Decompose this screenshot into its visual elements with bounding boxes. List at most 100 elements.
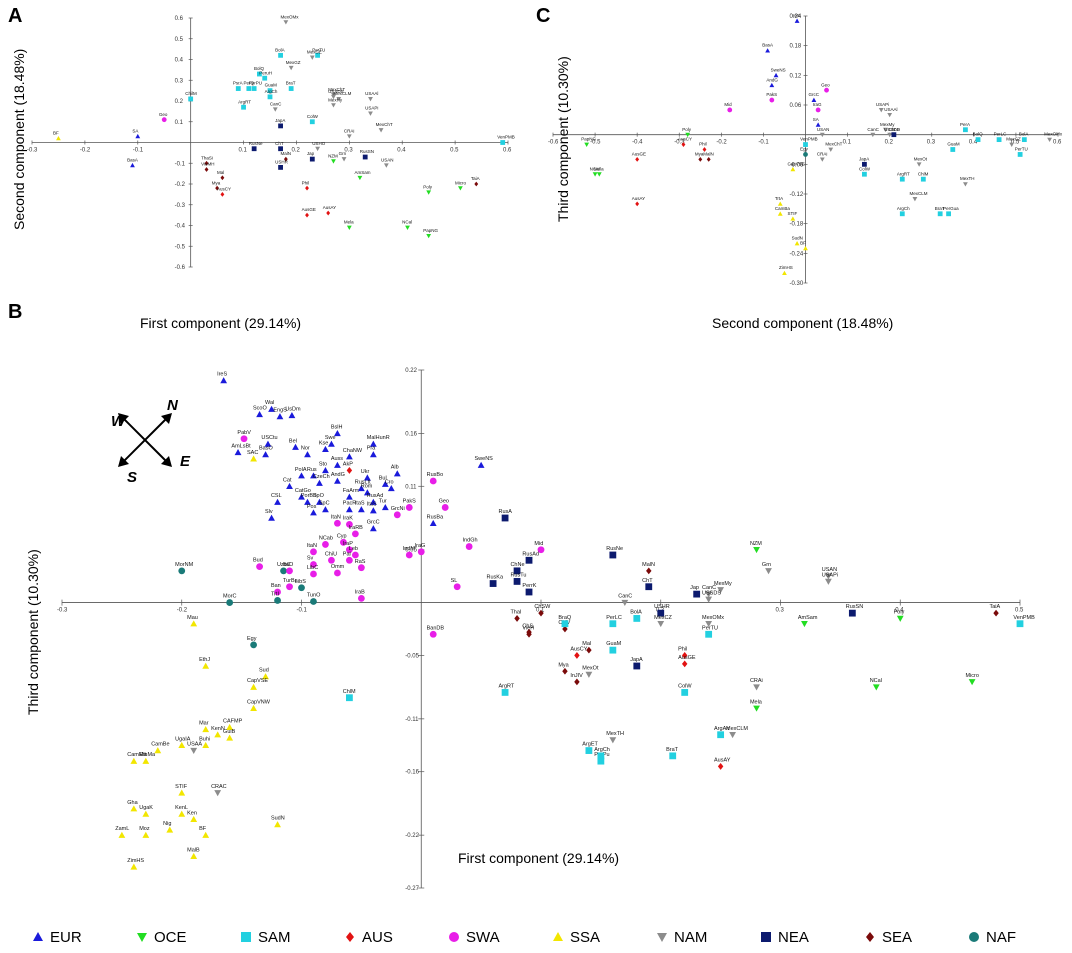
panel-a-point-aus (305, 212, 309, 218)
panel-b-point-ssa (262, 673, 269, 680)
panel-b-point-eur (369, 498, 377, 505)
panel-c-point-nam (819, 132, 825, 138)
panel-b-point-naf (178, 567, 186, 575)
panel-c-point-label: MexCLM (910, 191, 928, 196)
panel-b-point-label: PerTU (702, 625, 718, 631)
panel-a-point-label: ChilM (185, 91, 197, 96)
panel-b-point-label: BolA (630, 610, 642, 616)
panel-c-point-sam (1017, 152, 1023, 157)
panel-c-point-eur (769, 82, 775, 88)
panel-b-point-label: BF (199, 826, 207, 832)
panel-b-point-swa (310, 570, 317, 578)
panel-b-point-label: TurBa (283, 578, 299, 584)
panel-c-point-swa (815, 107, 821, 113)
panel-a-xtick-label: 0.1 (239, 148, 248, 154)
panel-b-point-sam (597, 752, 605, 760)
panel-b-point-nea (693, 590, 701, 598)
legend-label-sam: SAM (258, 929, 291, 946)
panel-a-point-label: AmSam (355, 170, 371, 175)
panel-a-point-label: USSDS (328, 89, 344, 94)
panel-b-point-swa (429, 477, 437, 485)
panel-b-point-label: CamBe (151, 742, 169, 748)
panel-a-point-label: PeruH (259, 70, 272, 75)
panel-b-point-label: GuaM (606, 641, 621, 647)
panel-b-point-eur (322, 445, 329, 453)
panel-b-xlabel: First component (29.14%) (458, 850, 619, 866)
panel-b-point-label: CAFMP (223, 718, 243, 724)
panel-b-point-eur (387, 485, 395, 492)
panel-b-point-label: IraB (355, 589, 365, 595)
panel-a-point-label: PapNG (423, 228, 438, 233)
panel-b-point-label: VieH (522, 625, 534, 631)
legend-label-oce: OCE (154, 929, 187, 946)
panel-b-point-naf (250, 641, 257, 649)
panel-b-point-label: Rom (361, 484, 373, 490)
panel-b-point-swa (453, 583, 461, 591)
panel-b-point-label: RusBa (427, 514, 444, 520)
panel-a-xtick-label: -0.3 (27, 148, 38, 154)
panel-c-point-ssa (794, 241, 800, 246)
panel-b-point-ssa (130, 757, 138, 764)
panel-b-point-eur (288, 412, 296, 419)
panel-b-point-eur (334, 430, 341, 437)
panel-b-point-label: CapVSE (247, 678, 268, 684)
panel-c-point-label: NCal (590, 166, 600, 171)
panel-a-ytick-label: -0.3 (175, 203, 186, 209)
panel-b-point-aus (681, 652, 688, 659)
panel-c-point-sam (920, 176, 926, 182)
legend-label-nea: NEA (778, 929, 809, 946)
panel-b-plot: -0.3-0.2-0.10.10.20.30.40.50.220.160.110… (57, 368, 1035, 892)
panel-letter-b: B (8, 301, 22, 323)
panel-a-point-sam (278, 52, 283, 58)
panel-c-point-sam (899, 176, 905, 182)
panel-b-point-swa (346, 556, 353, 564)
panel-b-point-label: ItaN (331, 514, 341, 520)
panel-a-point-label: Mal (217, 170, 224, 175)
panel-b-point-swa (357, 564, 365, 572)
panel-b-point-nam (609, 737, 617, 744)
panel-a-point-sam (257, 71, 262, 77)
panel-b-point-label: ChS (522, 623, 533, 629)
panel-b-ytick-label: 0.16 (405, 431, 417, 437)
panel-c-point-aus (702, 147, 707, 152)
panel-a-ytick-label: 0.6 (175, 16, 184, 22)
panel-b-point-label: ItaS (367, 502, 377, 508)
panel-b-point-nam (705, 596, 713, 603)
panel-b-point-label: ItaO (283, 562, 294, 568)
panel-a-point-ssa (56, 135, 61, 141)
panel-b-point-sam (681, 689, 689, 696)
panel-b-point-nea (501, 514, 509, 522)
panel-b-point-label: SL (451, 578, 458, 584)
panel-a-xtick-label: -0.2 (80, 148, 91, 154)
panel-c-point-label: Geo (821, 82, 830, 87)
panel-b-point-label: Ukr (361, 469, 370, 475)
panel-c-point-label: BasA (762, 43, 773, 48)
panel-a-point-label: MexOMx (280, 14, 299, 19)
panel-a-point-oce (458, 186, 463, 191)
panel-b-point-label: KenN (211, 726, 225, 732)
panel-a-ytick-label: -0.1 (175, 161, 186, 167)
panel-c-point-nam (1047, 137, 1052, 143)
panel-a-point-label: USAN (381, 157, 394, 162)
panel-b-point-label: ArgAh (714, 726, 729, 732)
panel-b-point-nam (621, 599, 629, 606)
compass-label-n: N (167, 397, 179, 414)
panel-b-point-swa (286, 583, 293, 591)
panel-b-point-label: Ban (271, 583, 281, 589)
panel-b-point-label: Phil (678, 647, 687, 653)
panel-c-ytick-label: -0.18 (790, 222, 804, 228)
panel-a-point-label: PerQ (243, 81, 254, 86)
panel-b-point-swa (405, 551, 413, 559)
panel-b-point-ssa (202, 726, 210, 733)
panel-a-point-oce (426, 233, 432, 239)
panel-b-xtick-label: -0.3 (57, 608, 68, 614)
panel-c-point-sam (899, 211, 905, 217)
panel-a-ytick-label: 0.1 (175, 120, 184, 126)
panel-c-ylabel: Third component (10.30%) (555, 56, 571, 222)
panel-c-point-eur (765, 48, 771, 53)
panel-a-point-nam (368, 97, 373, 102)
panel-b-point-label: CamMa (127, 752, 147, 758)
panel-b-point-ssa (202, 831, 210, 838)
panel-b-point-label: Egy (247, 636, 257, 642)
